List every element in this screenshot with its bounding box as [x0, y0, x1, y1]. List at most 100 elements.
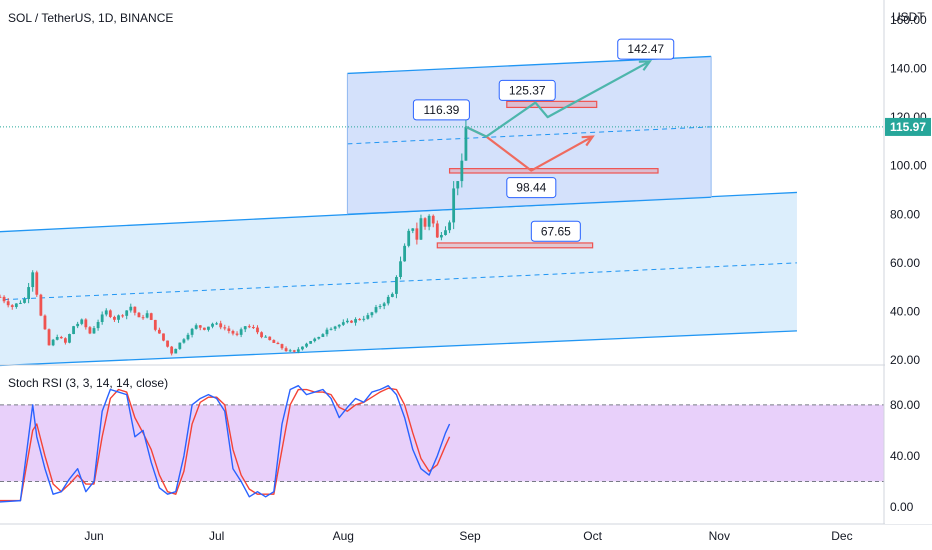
- candle[interactable]: [309, 340, 313, 344]
- candle[interactable]: [194, 323, 198, 330]
- candle[interactable]: [231, 329, 235, 336]
- candle[interactable]: [256, 325, 259, 335]
- candle[interactable]: [100, 311, 104, 325]
- candle[interactable]: [207, 326, 210, 332]
- candle[interactable]: [280, 343, 284, 350]
- candle[interactable]: [149, 312, 153, 321]
- candle[interactable]: [382, 301, 386, 310]
- candle[interactable]: [84, 318, 88, 330]
- candle[interactable]: [121, 314, 125, 318]
- candle[interactable]: [395, 275, 398, 299]
- candle[interactable]: [10, 304, 14, 310]
- candle[interactable]: [182, 338, 186, 344]
- candle[interactable]: [96, 319, 100, 331]
- candle[interactable]: [133, 306, 137, 316]
- candle[interactable]: [411, 228, 415, 234]
- candle[interactable]: [456, 181, 460, 196]
- candle[interactable]: [43, 314, 47, 330]
- candle[interactable]: [55, 334, 59, 341]
- candle[interactable]: [386, 294, 390, 306]
- candle[interactable]: [47, 328, 51, 346]
- candle[interactable]: [448, 220, 451, 234]
- candle[interactable]: [166, 340, 169, 348]
- candle[interactable]: [80, 318, 84, 326]
- candle[interactable]: [190, 327, 194, 338]
- candle[interactable]: [0, 294, 2, 298]
- candle[interactable]: [117, 314, 120, 323]
- candle[interactable]: [219, 320, 223, 330]
- candle[interactable]: [19, 300, 22, 305]
- candle[interactable]: [317, 336, 321, 340]
- candle[interactable]: [157, 327, 161, 334]
- candle[interactable]: [31, 270, 35, 292]
- candle[interactable]: [452, 181, 456, 230]
- zone-125[interactable]: [506, 100, 598, 109]
- candle[interactable]: [141, 314, 145, 320]
- candle[interactable]: [162, 333, 165, 342]
- candle[interactable]: [251, 324, 255, 329]
- candle[interactable]: [153, 319, 157, 332]
- candle[interactable]: [108, 309, 112, 319]
- candle[interactable]: [264, 335, 268, 338]
- candle[interactable]: [51, 338, 55, 347]
- candle[interactable]: [370, 311, 374, 318]
- candle[interactable]: [325, 327, 329, 337]
- candle[interactable]: [403, 243, 407, 262]
- candle[interactable]: [329, 327, 333, 331]
- candle[interactable]: [284, 346, 288, 352]
- candle[interactable]: [435, 220, 439, 238]
- up-target-path[interactable]: [465, 60, 651, 138]
- candle[interactable]: [125, 310, 129, 320]
- candle[interactable]: [260, 331, 263, 339]
- candle[interactable]: [321, 333, 325, 338]
- candle[interactable]: [431, 214, 435, 228]
- candle[interactable]: [296, 347, 300, 354]
- candle[interactable]: [374, 304, 378, 314]
- candle[interactable]: [350, 320, 353, 324]
- callout-116[interactable]: 116.39: [412, 99, 470, 121]
- candle[interactable]: [399, 256, 402, 280]
- candle[interactable]: [276, 341, 280, 345]
- stoch-rsi-k-line[interactable]: [0, 384, 451, 503]
- candle[interactable]: [39, 293, 43, 317]
- candle[interactable]: [88, 326, 92, 335]
- callout-125[interactable]: 125.37: [498, 79, 556, 101]
- candle[interactable]: [92, 325, 96, 334]
- candle[interactable]: [305, 342, 308, 348]
- candle[interactable]: [313, 337, 317, 343]
- candle[interactable]: [358, 317, 362, 321]
- callout-142[interactable]: 142.47: [617, 38, 675, 60]
- candle[interactable]: [137, 311, 141, 318]
- candle[interactable]: [464, 117, 468, 161]
- candle[interactable]: [247, 324, 251, 329]
- candle[interactable]: [268, 336, 272, 341]
- callout-98[interactable]: 98.44: [506, 177, 557, 199]
- candle[interactable]: [444, 226, 447, 236]
- candle[interactable]: [419, 214, 423, 241]
- candle[interactable]: [354, 317, 357, 326]
- candle[interactable]: [2, 295, 6, 304]
- candle[interactable]: [333, 325, 337, 331]
- candle[interactable]: [337, 324, 341, 329]
- candle[interactable]: [23, 297, 26, 304]
- zone-98[interactable]: [448, 168, 659, 174]
- candle[interactable]: [288, 348, 292, 353]
- candle[interactable]: [301, 346, 304, 351]
- stoch-rsi-d-line[interactable]: [0, 387, 451, 502]
- candle[interactable]: [272, 339, 276, 343]
- candle[interactable]: [243, 325, 247, 333]
- candle[interactable]: [235, 331, 239, 337]
- candle[interactable]: [145, 310, 149, 319]
- candle[interactable]: [239, 327, 243, 338]
- candle[interactable]: [407, 228, 411, 248]
- candle[interactable]: [174, 348, 178, 354]
- candle[interactable]: [439, 231, 443, 241]
- candle[interactable]: [362, 315, 366, 322]
- candle[interactable]: [341, 319, 345, 326]
- candle[interactable]: [227, 325, 231, 334]
- candle[interactable]: [215, 321, 219, 326]
- candle[interactable]: [186, 332, 190, 341]
- candle[interactable]: [460, 153, 464, 188]
- candle[interactable]: [72, 325, 75, 335]
